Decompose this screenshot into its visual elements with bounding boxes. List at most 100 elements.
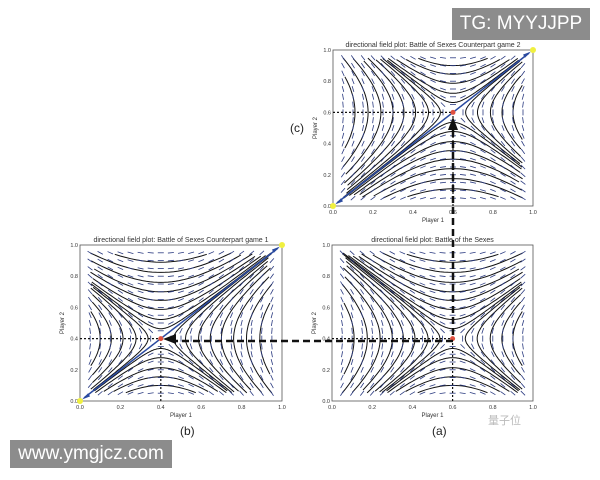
quiver-arrow	[521, 78, 525, 85]
quiver-arrow	[511, 140, 515, 147]
quiver-arrow	[469, 267, 476, 270]
quiver-arrow	[341, 55, 345, 61]
quiver-arrow	[117, 391, 124, 396]
quiver-arrow	[147, 259, 154, 262]
quiver-arrow	[471, 101, 475, 108]
quiver-arrow	[460, 117, 466, 123]
quiver-arrow	[370, 366, 374, 373]
quiver-arrow	[341, 70, 345, 77]
quiver-arrow	[419, 297, 426, 302]
quiver-arrow	[230, 327, 233, 334]
quiver-arrow	[500, 141, 506, 147]
quiver-arrow	[381, 351, 384, 358]
quiver-arrow	[520, 390, 526, 396]
streamline	[341, 283, 368, 394]
quiver-arrow	[501, 320, 505, 326]
quiver-arrow	[400, 172, 406, 177]
quiver-arrow	[362, 101, 364, 108]
diagonal-arrow	[83, 247, 279, 399]
quiver-arrow	[409, 266, 416, 270]
x-axis-label: Player 1	[421, 413, 444, 419]
quiver-arrow	[480, 320, 485, 326]
quiver-arrow	[390, 70, 396, 76]
quiver-arrow	[178, 313, 184, 318]
quiver-arrow	[239, 258, 245, 263]
quiver-arrow	[351, 351, 354, 358]
quiver-arrow	[88, 374, 93, 381]
quiver-arrow	[429, 197, 437, 200]
quiver-arrow	[188, 367, 194, 372]
quiver-arrow	[339, 265, 345, 271]
streamline	[345, 261, 416, 392]
quiver-arrow	[137, 282, 144, 286]
quiver-arrow	[228, 266, 235, 271]
quiver-arrow	[369, 281, 375, 287]
quiver-arrow	[218, 258, 225, 263]
quiver-arrow	[521, 366, 525, 373]
quiver-arrow	[271, 327, 273, 334]
quiver-arrow	[481, 117, 485, 124]
quiver-arrow	[249, 281, 254, 287]
quiver-arrow	[359, 281, 365, 287]
streamline	[92, 255, 262, 310]
quiver-arrow	[350, 382, 354, 389]
quiver-arrow	[470, 157, 476, 161]
quiver-arrow	[459, 56, 467, 59]
quiver-arrow	[127, 290, 134, 294]
quiver-arrow	[520, 374, 526, 381]
streamline	[386, 59, 520, 103]
quiver-arrow	[179, 327, 183, 334]
quiver-arrow	[189, 343, 193, 350]
quiver-arrow	[147, 306, 154, 309]
quiver-arrow	[240, 351, 243, 358]
quiver-arrow	[107, 391, 113, 396]
x-tick-label: 0.0	[76, 405, 84, 411]
quiver-arrow	[117, 304, 123, 310]
quiver-arrow	[361, 343, 363, 350]
quiver-arrow	[460, 134, 466, 138]
quiver-arrow	[188, 290, 194, 294]
quiver-arrow	[270, 296, 274, 303]
streamline	[343, 302, 355, 375]
quiver-arrow	[510, 382, 516, 388]
quiver-arrow	[147, 275, 154, 277]
quiver-arrow	[98, 359, 102, 365]
quiver-arrow	[490, 196, 496, 200]
quiver-arrow	[269, 265, 275, 271]
streamline	[95, 357, 227, 394]
streamline	[91, 255, 266, 320]
quiver-arrow	[269, 258, 275, 264]
quiver-arrow	[402, 117, 404, 124]
quiver-arrow	[480, 367, 486, 372]
quiver-arrow	[370, 55, 376, 61]
quiver-arrow	[409, 289, 416, 294]
quiver-arrow	[127, 259, 134, 262]
quiver-arrow	[440, 126, 446, 130]
quiver-arrow	[350, 390, 355, 396]
quiver-arrow	[218, 266, 225, 271]
quiver-arrow	[229, 382, 234, 388]
quiver-arrow	[480, 141, 486, 146]
quiver-arrow	[118, 320, 123, 326]
quiver-arrow	[350, 304, 354, 311]
quiver-arrow	[501, 125, 505, 131]
quiver-arrow	[430, 79, 436, 83]
quiver-arrow	[381, 320, 384, 326]
quiver-arrow	[380, 196, 386, 201]
quiver-arrow	[137, 267, 144, 270]
x-tick-label: 1.0	[278, 405, 286, 411]
quiver-arrow	[429, 368, 436, 372]
quiver-arrow	[127, 267, 134, 270]
quiver-arrow	[510, 266, 516, 271]
quiver-arrow	[429, 267, 436, 270]
quiver-arrow	[409, 282, 416, 286]
quiver-arrow	[361, 93, 365, 100]
diagonal-arrow	[336, 52, 530, 204]
quiver-arrow	[481, 101, 485, 108]
quiver-arrow	[511, 93, 515, 100]
quiver-arrow	[380, 70, 386, 77]
quiver-arrow	[521, 125, 525, 131]
quiver-arrow	[379, 258, 385, 263]
x-tick-label: 0.2	[368, 405, 376, 411]
